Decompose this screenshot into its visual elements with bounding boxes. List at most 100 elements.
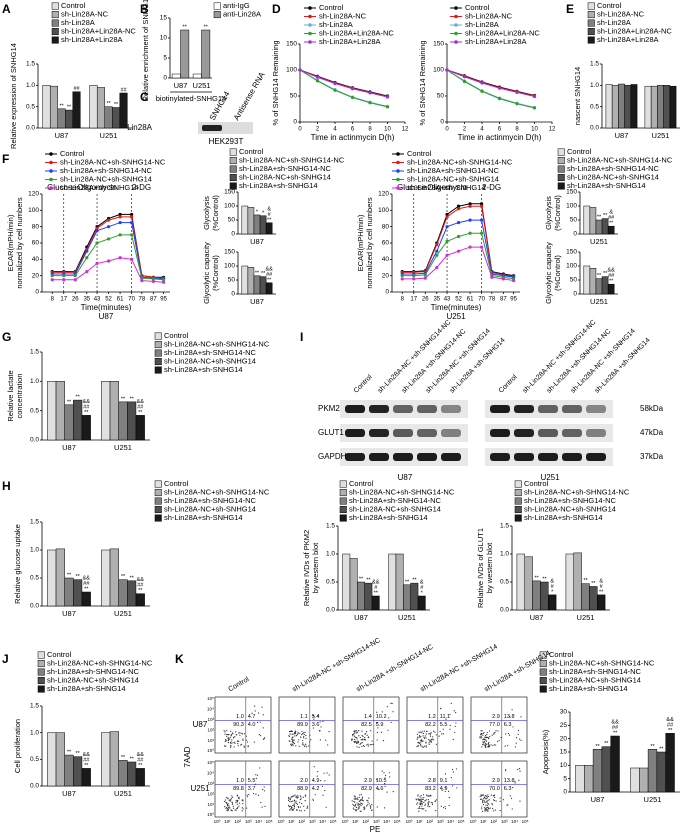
point [515, 90, 519, 94]
event-dot [435, 734, 437, 736]
bar [241, 265, 249, 295]
event-dot [254, 710, 256, 712]
event-dot [306, 807, 308, 810]
event-dot [263, 786, 265, 788]
significance: ## [83, 581, 90, 587]
event-dot [292, 795, 294, 797]
event-dot [351, 800, 353, 802]
event-dot [360, 799, 362, 801]
bar [135, 415, 145, 441]
legend-label: sh-Lin28A+sh-SNHG14 [239, 181, 318, 190]
event-dot [481, 799, 484, 801]
x-tick-label: 70 [478, 297, 485, 303]
event-dot [228, 800, 230, 802]
event-dot [242, 803, 244, 805]
bar [47, 732, 57, 787]
legend-label: Control [407, 149, 432, 158]
bar [127, 401, 137, 441]
significance: ## [73, 86, 80, 92]
event-dot [354, 798, 357, 800]
event-dot [442, 733, 444, 735]
event-dot [486, 810, 488, 812]
event-dot [231, 795, 233, 797]
bar [630, 767, 640, 793]
event-dot [511, 808, 513, 810]
event-dot [256, 774, 259, 776]
event-dot [487, 802, 489, 804]
series-line [446, 69, 535, 109]
event-dot [479, 736, 481, 738]
y-tick-label: 30 [560, 709, 568, 716]
point [480, 231, 484, 235]
y-tick-label: 150 [224, 189, 235, 196]
blot-band [514, 405, 534, 413]
event-dot [449, 728, 451, 730]
event-dot [520, 739, 522, 742]
series-line [299, 69, 388, 97]
event-dot [422, 794, 425, 796]
event-dot [292, 742, 294, 744]
quadrant-value: 5.5 [440, 722, 448, 728]
y-tick-label: 100 [28, 207, 39, 214]
legend-swatch [51, 28, 59, 36]
event-dot [362, 735, 364, 737]
event-dot [481, 806, 483, 808]
event-dot [293, 800, 296, 802]
event-dot [236, 740, 239, 742]
event-dot [229, 738, 231, 740]
event-dot [263, 737, 265, 740]
event-dot [433, 730, 435, 732]
significance: ## [137, 757, 144, 763]
event-dot [243, 745, 245, 747]
significance: ** [267, 217, 272, 223]
legend-label: sh-Lin28A+sh-SHNG14 [549, 684, 628, 693]
quadrant-value: 9.1 [440, 778, 448, 784]
flow-tick-label: 10⁴ [447, 819, 454, 824]
event-dot [234, 742, 236, 744]
blot-band [514, 453, 534, 461]
x-tick-label: 17 [410, 297, 417, 303]
point [480, 245, 484, 249]
event-dot [292, 804, 294, 807]
legend-label: sh-Lin28A+Lin28A [597, 35, 659, 44]
x-tick-label: 35 [83, 297, 90, 303]
blot-band [490, 405, 510, 413]
y-tick-label: 1.0 [30, 729, 39, 736]
y-tick-label: 1.0 [26, 82, 35, 89]
event-dot [361, 796, 364, 798]
event-dot [482, 741, 484, 743]
event-dot [512, 787, 514, 789]
significance: # [551, 584, 555, 590]
event-dot [422, 798, 424, 800]
legend-swatch [339, 480, 347, 488]
annotation: 2-DG [132, 183, 151, 192]
event-dot [498, 739, 500, 742]
event-dot [435, 810, 437, 812]
bar [259, 215, 267, 235]
event-dot [384, 783, 386, 785]
event-dot [257, 721, 259, 724]
legend-label: sh-Lin28A-NC+sh-SNHG14-NC [164, 339, 270, 348]
x-tick-label: U87 [174, 81, 188, 90]
event-dot [293, 742, 296, 745]
event-dot [429, 732, 431, 735]
event-dot [507, 804, 509, 806]
annotation: Oligomycin [77, 183, 117, 192]
quadrant-value: 88.9 [297, 786, 308, 792]
event-dot [481, 733, 483, 735]
x-tick-label: 52 [455, 297, 462, 303]
event-dot [450, 702, 452, 704]
bar [241, 205, 249, 235]
event-dot [481, 810, 484, 812]
legend-label: sh-Lin28A-NC+sh-SNHG14 [407, 174, 499, 183]
event-dot [302, 742, 304, 744]
bar [192, 73, 202, 79]
event-dot [421, 740, 423, 742]
y-tick-label: 0.5 [30, 575, 39, 582]
event-dot [418, 742, 421, 744]
quadrant-value: 13.8 [504, 714, 515, 720]
event-dot [292, 736, 294, 738]
event-dot [356, 802, 358, 804]
event-dot [510, 797, 513, 800]
event-dot [248, 793, 250, 796]
